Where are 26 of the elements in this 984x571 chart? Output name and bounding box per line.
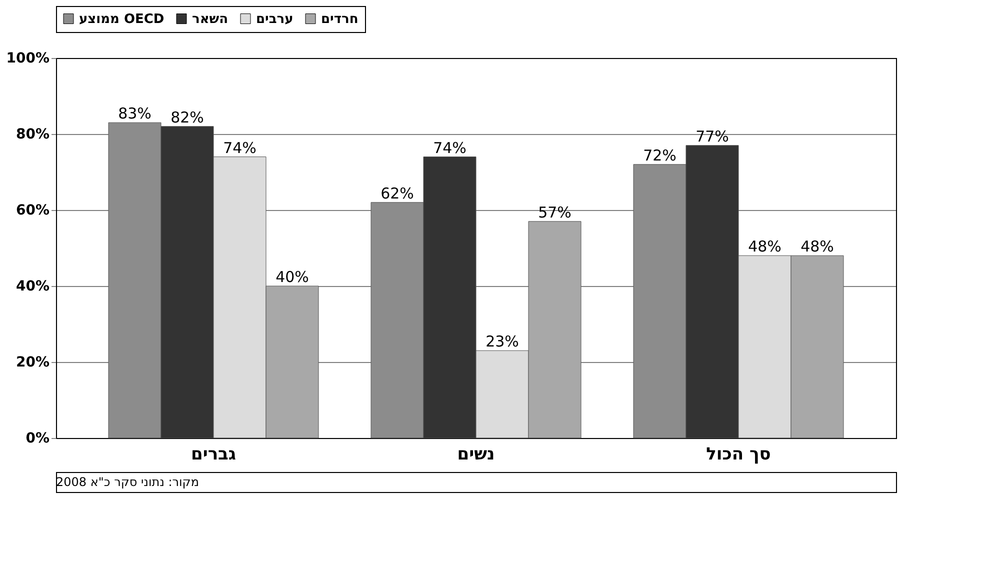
y-tick-label: 0%: [26, 430, 50, 446]
x-tick-label: גברים: [190, 444, 236, 464]
data-label: 82%: [170, 108, 204, 126]
legend-label: ערבים: [256, 12, 294, 27]
data-label: 48%: [800, 238, 834, 256]
data-label: 23%: [486, 332, 519, 351]
x-tick-label: סך הכול: [706, 444, 771, 464]
data-label: 74%: [433, 138, 466, 157]
y-tick-label: 100%: [6, 50, 50, 66]
y-tick-label: 40%: [16, 278, 50, 294]
legend-label: חרדים: [321, 12, 358, 27]
legend-label: ממוצע OECD: [79, 12, 164, 27]
data-label: 72%: [643, 146, 676, 164]
x-tick-label: נשים: [457, 444, 495, 464]
data-label: 74%: [223, 138, 256, 157]
text: מקור: נתוני סקר כ"א 2008: [56, 475, 199, 489]
data-label: 62%: [380, 184, 414, 202]
data-label: 48%: [748, 238, 782, 256]
y-tick-label: 80%: [16, 126, 50, 142]
y-tick-label: 60%: [16, 202, 50, 218]
data-label: 83%: [118, 104, 152, 123]
data-label: 40%: [276, 268, 309, 286]
data-label: 77%: [696, 127, 729, 146]
legend-label: השאר: [192, 12, 228, 27]
data-label: 57%: [538, 203, 572, 222]
y-tick-label: 20%: [16, 354, 50, 370]
